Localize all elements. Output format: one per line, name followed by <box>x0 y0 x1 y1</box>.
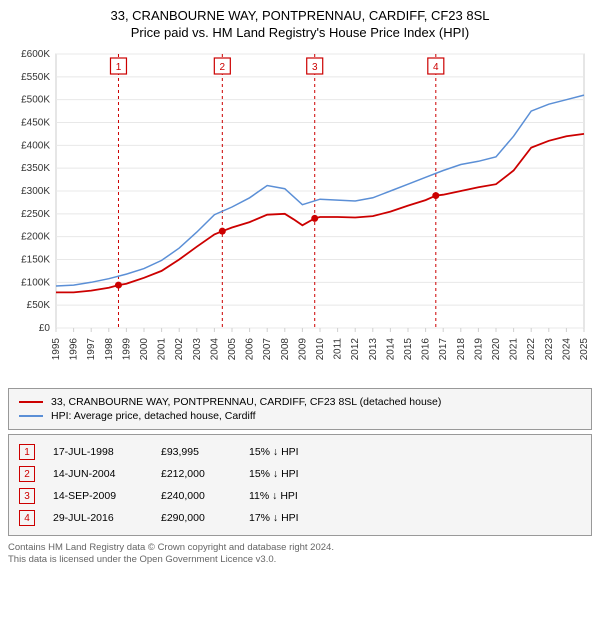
svg-text:£550K: £550K <box>21 72 50 83</box>
svg-text:1998: 1998 <box>104 338 115 361</box>
svg-text:£250K: £250K <box>21 209 50 220</box>
svg-text:£150K: £150K <box>21 255 50 266</box>
svg-text:2020: 2020 <box>491 338 502 361</box>
svg-text:4: 4 <box>433 62 439 73</box>
svg-text:2019: 2019 <box>473 338 484 361</box>
svg-text:2018: 2018 <box>456 338 467 361</box>
svg-text:2010: 2010 <box>315 338 326 361</box>
legend-item: 33, CRANBOURNE WAY, PONTPRENNAU, CARDIFF… <box>19 395 581 409</box>
legend-label: 33, CRANBOURNE WAY, PONTPRENNAU, CARDIFF… <box>51 396 441 408</box>
event-badge: 2 <box>19 466 35 482</box>
event-date: 17-JUL-1998 <box>53 446 143 458</box>
event-date: 14-JUN-2004 <box>53 468 143 480</box>
svg-text:£300K: £300K <box>21 186 50 197</box>
svg-text:2009: 2009 <box>297 338 308 361</box>
event-diff: 17% ↓ HPI <box>249 512 299 524</box>
svg-text:1995: 1995 <box>51 338 62 361</box>
svg-text:1999: 1999 <box>121 338 132 361</box>
svg-text:2012: 2012 <box>350 338 361 361</box>
legend-swatch <box>19 415 43 417</box>
svg-text:2016: 2016 <box>421 338 432 361</box>
svg-text:2000: 2000 <box>139 338 150 361</box>
legend-label: HPI: Average price, detached house, Card… <box>51 410 256 422</box>
svg-text:2004: 2004 <box>209 338 220 361</box>
event-diff: 15% ↓ HPI <box>249 468 299 480</box>
event-row: 2 14-JUN-2004 £212,000 15% ↓ HPI <box>19 463 581 485</box>
svg-text:£400K: £400K <box>21 140 50 151</box>
svg-text:£500K: £500K <box>21 95 50 106</box>
legend-swatch <box>19 401 43 403</box>
svg-text:2014: 2014 <box>385 338 396 361</box>
svg-text:2024: 2024 <box>561 338 572 361</box>
event-diff: 15% ↓ HPI <box>249 446 299 458</box>
svg-text:2022: 2022 <box>526 338 537 361</box>
event-date: 14-SEP-2009 <box>53 490 143 502</box>
svg-text:2001: 2001 <box>157 338 168 361</box>
svg-text:2003: 2003 <box>192 338 203 361</box>
events-table: 1 17-JUL-1998 £93,995 15% ↓ HPI 2 14-JUN-2004… <box>8 434 592 536</box>
event-row: 1 17-JUL-1998 £93,995 15% ↓ HPI <box>19 441 581 463</box>
svg-text:2002: 2002 <box>174 338 185 361</box>
title-address: 33, CRANBOURNE WAY, PONTPRENNAU, CARDIFF… <box>8 8 592 23</box>
event-diff: 11% ↓ HPI <box>249 490 298 502</box>
svg-text:2006: 2006 <box>245 338 256 361</box>
svg-text:2: 2 <box>220 62 226 73</box>
chart-container: £0 £50K £100K £150K £200K £250K £300K £350K £400… <box>8 44 592 384</box>
svg-text:2007: 2007 <box>262 338 273 361</box>
svg-text:2008: 2008 <box>280 338 291 361</box>
svg-text:1996: 1996 <box>69 338 80 361</box>
svg-text:2011: 2011 <box>333 338 344 360</box>
event-date: 29-JUL-2016 <box>53 512 143 524</box>
svg-text:3: 3 <box>312 62 318 73</box>
svg-text:£50K: £50K <box>27 300 51 311</box>
price-chart: £0 £50K £100K £150K £200K £250K £300K £350K £400… <box>8 44 592 384</box>
chart-title-block: 33, CRANBOURNE WAY, PONTPRENNAU, CARDIFF… <box>8 8 592 40</box>
event-badge: 4 <box>19 510 35 526</box>
svg-text:1: 1 <box>116 62 122 73</box>
event-price: £93,995 <box>161 446 231 458</box>
event-price: £212,000 <box>161 468 231 480</box>
legend: 33, CRANBOURNE WAY, PONTPRENNAU, CARDIFF… <box>8 388 592 430</box>
svg-text:2025: 2025 <box>579 338 590 361</box>
svg-text:£0: £0 <box>39 323 51 334</box>
footer-line-1: Contains HM Land Registry data © Crown c… <box>8 542 592 554</box>
event-row: 4 29-JUL-2016 £290,000 17% ↓ HPI <box>19 507 581 529</box>
svg-text:£200K: £200K <box>21 232 50 243</box>
svg-text:2005: 2005 <box>227 338 238 361</box>
legend-item: HPI: Average price, detached house, Card… <box>19 409 581 423</box>
svg-text:2013: 2013 <box>368 338 379 361</box>
svg-text:£450K: £450K <box>21 118 50 129</box>
svg-text:2015: 2015 <box>403 338 414 361</box>
footer-attribution: Contains HM Land Registry data © Crown c… <box>8 542 592 567</box>
svg-text:2023: 2023 <box>544 338 555 361</box>
event-price: £290,000 <box>161 512 231 524</box>
title-subtitle: Price paid vs. HM Land Registry's House … <box>8 25 592 40</box>
svg-text:£350K: £350K <box>21 163 50 174</box>
svg-text:£600K: £600K <box>21 49 50 60</box>
svg-text:2017: 2017 <box>438 338 449 361</box>
svg-text:£100K: £100K <box>21 277 50 288</box>
footer-line-2: This data is licensed under the Open Gov… <box>8 554 592 566</box>
event-row: 3 14-SEP-2009 £240,000 11% ↓ HPI <box>19 485 581 507</box>
svg-text:1997: 1997 <box>86 338 97 361</box>
svg-text:2021: 2021 <box>509 338 520 361</box>
event-badge: 1 <box>19 444 35 460</box>
event-price: £240,000 <box>161 490 231 502</box>
event-badge: 3 <box>19 488 35 504</box>
